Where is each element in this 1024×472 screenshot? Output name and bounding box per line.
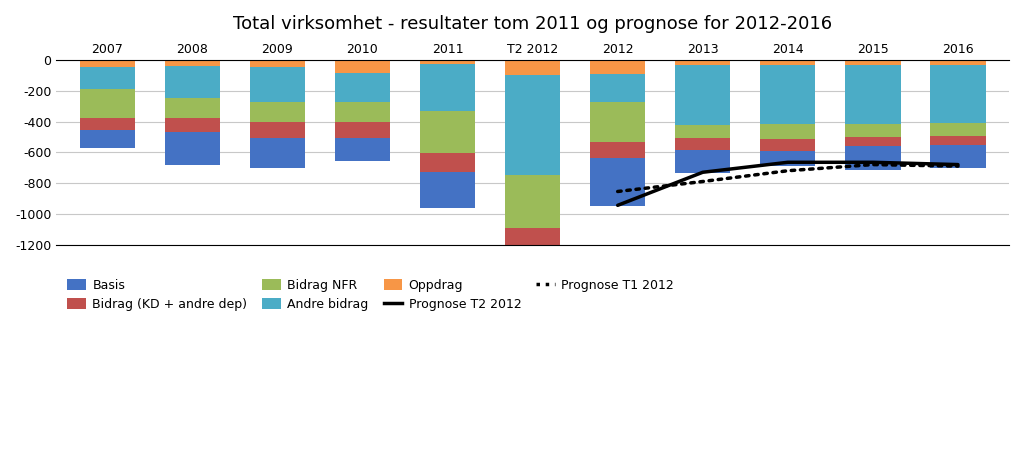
- Bar: [505, 228, 560, 251]
- Bar: [760, 60, 815, 65]
- Bar: [420, 172, 475, 208]
- Bar: [931, 145, 986, 169]
- Bar: [590, 60, 645, 74]
- Bar: [250, 67, 305, 101]
- Bar: [675, 60, 730, 65]
- Bar: [80, 67, 135, 89]
- Bar: [80, 60, 135, 67]
- Bar: [80, 89, 135, 118]
- Bar: [80, 130, 135, 148]
- Bar: [931, 123, 986, 136]
- Bar: [845, 146, 900, 170]
- Bar: [165, 66, 220, 99]
- Bar: [931, 60, 986, 65]
- Bar: [505, 75, 560, 176]
- Bar: [760, 65, 815, 124]
- Bar: [335, 73, 390, 101]
- Bar: [165, 60, 220, 66]
- Bar: [165, 99, 220, 118]
- Bar: [845, 60, 900, 65]
- Bar: [675, 138, 730, 150]
- Bar: [505, 176, 560, 228]
- Bar: [845, 124, 900, 137]
- Bar: [590, 102, 645, 142]
- Bar: [505, 251, 560, 305]
- Legend: Basis, Bidrag (KD + andre dep), Bidrag NFR, Andre bidrag, Oppdrag, Prognose T2 2: Basis, Bidrag (KD + andre dep), Bidrag N…: [62, 273, 679, 316]
- Bar: [760, 151, 815, 166]
- Bar: [335, 101, 390, 122]
- Bar: [505, 60, 560, 75]
- Bar: [420, 153, 475, 172]
- Bar: [335, 122, 390, 138]
- Bar: [250, 101, 305, 122]
- Bar: [165, 132, 220, 165]
- Bar: [590, 159, 645, 206]
- Bar: [931, 65, 986, 123]
- Bar: [845, 65, 900, 124]
- Bar: [675, 65, 730, 125]
- Bar: [335, 60, 390, 73]
- Bar: [675, 125, 730, 138]
- Bar: [845, 137, 900, 146]
- Bar: [931, 136, 986, 145]
- Bar: [420, 64, 475, 111]
- Bar: [80, 118, 135, 130]
- Bar: [760, 139, 815, 151]
- Bar: [760, 124, 815, 139]
- Bar: [165, 118, 220, 132]
- Bar: [250, 122, 305, 138]
- Title: Total virksomhet - resultater tom 2011 og prognose for 2012-2016: Total virksomhet - resultater tom 2011 o…: [233, 15, 833, 33]
- Bar: [590, 142, 645, 159]
- Bar: [250, 60, 305, 67]
- Bar: [420, 111, 475, 153]
- Bar: [590, 74, 645, 102]
- Bar: [420, 60, 475, 64]
- Bar: [335, 138, 390, 161]
- Bar: [250, 138, 305, 169]
- Bar: [675, 150, 730, 173]
